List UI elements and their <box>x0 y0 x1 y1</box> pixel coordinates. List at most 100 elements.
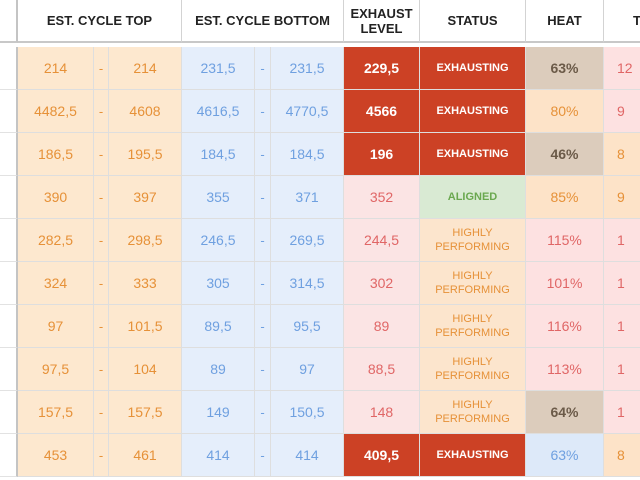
range-dash[interactable]: - <box>94 219 109 262</box>
est-top-low-cell[interactable]: 324 <box>18 262 94 305</box>
range-dash[interactable]: - <box>94 47 109 90</box>
exhaust-level-cell[interactable]: 244,5 <box>344 219 420 262</box>
range-dash[interactable]: - <box>94 90 109 133</box>
heat-cell[interactable]: 80% <box>526 90 604 133</box>
est-top-high-cell[interactable]: 333 <box>109 262 182 305</box>
est-bottom-low-cell[interactable]: 305 <box>182 262 255 305</box>
range-dash[interactable]: - <box>255 262 271 305</box>
last-column-cell[interactable]: 9 <box>604 90 640 133</box>
est-top-high-cell[interactable]: 397 <box>109 176 182 219</box>
heat-cell[interactable]: 116% <box>526 305 604 348</box>
est-bottom-high-cell[interactable]: 371 <box>271 176 344 219</box>
heat-cell[interactable]: 46% <box>526 133 604 176</box>
row-number-cell[interactable] <box>0 348 18 391</box>
exhaust-level-cell[interactable]: 4566 <box>344 90 420 133</box>
heat-cell[interactable]: 101% <box>526 262 604 305</box>
status-cell[interactable]: HIGHLY PERFORMING <box>420 348 526 391</box>
range-dash[interactable]: - <box>94 133 109 176</box>
last-column-cell[interactable]: 8 <box>604 133 640 176</box>
exhaust-level-cell[interactable]: 196 <box>344 133 420 176</box>
range-dash[interactable]: - <box>255 176 271 219</box>
exhaust-level-cell[interactable]: 229,5 <box>344 47 420 90</box>
range-dash[interactable]: - <box>94 348 109 391</box>
exhaust-level-cell[interactable]: 89 <box>344 305 420 348</box>
range-dash[interactable]: - <box>255 305 271 348</box>
exhaust-level-cell[interactable]: 148 <box>344 391 420 434</box>
last-column-cell[interactable]: 1 <box>604 391 640 434</box>
est-top-high-cell[interactable]: 101,5 <box>109 305 182 348</box>
status-cell[interactable]: ALIGNED <box>420 176 526 219</box>
range-dash[interactable]: - <box>94 391 109 434</box>
heat-cell[interactable]: 113% <box>526 348 604 391</box>
last-column-cell[interactable]: 1 <box>604 348 640 391</box>
range-dash[interactable]: - <box>255 391 271 434</box>
header-heat[interactable]: HEAT <box>526 0 604 43</box>
row-number-cell[interactable] <box>0 90 18 133</box>
row-number-cell[interactable] <box>0 219 18 262</box>
est-top-low-cell[interactable]: 453 <box>18 434 94 477</box>
est-bottom-high-cell[interactable]: 184,5 <box>271 133 344 176</box>
est-bottom-low-cell[interactable]: 149 <box>182 391 255 434</box>
est-bottom-high-cell[interactable]: 231,5 <box>271 47 344 90</box>
header-exhaust-level[interactable]: EXHAUST LEVEL <box>344 0 420 43</box>
last-column-cell[interactable]: 8 <box>604 434 640 477</box>
row-number-cell[interactable] <box>0 305 18 348</box>
header-est-cycle-top[interactable]: EST. CYCLE TOP <box>18 0 182 43</box>
status-cell[interactable]: HIGHLY PERFORMING <box>420 305 526 348</box>
est-top-high-cell[interactable]: 195,5 <box>109 133 182 176</box>
est-top-low-cell[interactable]: 186,5 <box>18 133 94 176</box>
range-dash[interactable]: - <box>255 90 271 133</box>
est-top-high-cell[interactable]: 4608 <box>109 90 182 133</box>
est-top-high-cell[interactable]: 104 <box>109 348 182 391</box>
range-dash[interactable]: - <box>255 434 271 477</box>
range-dash[interactable]: - <box>255 47 271 90</box>
est-bottom-low-cell[interactable]: 89,5 <box>182 305 255 348</box>
range-dash[interactable]: - <box>94 434 109 477</box>
row-number-cell[interactable] <box>0 133 18 176</box>
header-status[interactable]: STATUS <box>420 0 526 43</box>
range-dash[interactable]: - <box>94 176 109 219</box>
est-top-low-cell[interactable]: 97,5 <box>18 348 94 391</box>
est-bottom-low-cell[interactable]: 355 <box>182 176 255 219</box>
row-number-cell[interactable] <box>0 434 18 477</box>
status-cell[interactable]: EXHAUSTING <box>420 434 526 477</box>
est-top-low-cell[interactable]: 4482,5 <box>18 90 94 133</box>
last-column-cell[interactable]: 1 <box>604 262 640 305</box>
est-top-high-cell[interactable]: 157,5 <box>109 391 182 434</box>
heat-cell[interactable]: 85% <box>526 176 604 219</box>
exhaust-level-cell[interactable]: 409,5 <box>344 434 420 477</box>
row-number-cell[interactable] <box>0 262 18 305</box>
heat-cell[interactable]: 64% <box>526 391 604 434</box>
last-column-cell[interactable]: 12 <box>604 47 640 90</box>
heat-cell[interactable]: 63% <box>526 434 604 477</box>
status-cell[interactable]: EXHAUSTING <box>420 133 526 176</box>
exhaust-level-cell[interactable]: 302 <box>344 262 420 305</box>
est-bottom-high-cell[interactable]: 314,5 <box>271 262 344 305</box>
heat-cell[interactable]: 115% <box>526 219 604 262</box>
last-column-cell[interactable]: 9 <box>604 176 640 219</box>
est-top-high-cell[interactable]: 461 <box>109 434 182 477</box>
range-dash[interactable]: - <box>255 348 271 391</box>
row-number-cell[interactable] <box>0 391 18 434</box>
last-column-cell[interactable]: 1 <box>604 219 640 262</box>
header-last-column[interactable]: T <box>604 0 640 43</box>
est-bottom-high-cell[interactable]: 269,5 <box>271 219 344 262</box>
range-dash[interactable]: - <box>255 133 271 176</box>
row-number-cell[interactable] <box>0 176 18 219</box>
row-number-cell[interactable] <box>0 47 18 90</box>
est-top-low-cell[interactable]: 97 <box>18 305 94 348</box>
est-top-high-cell[interactable]: 298,5 <box>109 219 182 262</box>
exhaust-level-cell[interactable]: 352 <box>344 176 420 219</box>
est-top-low-cell[interactable]: 390 <box>18 176 94 219</box>
header-est-cycle-bottom[interactable]: EST. CYCLE BOTTOM <box>182 0 344 43</box>
est-bottom-low-cell[interactable]: 246,5 <box>182 219 255 262</box>
status-cell[interactable]: HIGHLY PERFORMING <box>420 219 526 262</box>
est-bottom-low-cell[interactable]: 89 <box>182 348 255 391</box>
status-cell[interactable]: EXHAUSTING <box>420 90 526 133</box>
est-top-low-cell[interactable]: 157,5 <box>18 391 94 434</box>
est-bottom-high-cell[interactable]: 414 <box>271 434 344 477</box>
est-top-low-cell[interactable]: 282,5 <box>18 219 94 262</box>
est-bottom-high-cell[interactable]: 97 <box>271 348 344 391</box>
heat-cell[interactable]: 63% <box>526 47 604 90</box>
range-dash[interactable]: - <box>255 219 271 262</box>
